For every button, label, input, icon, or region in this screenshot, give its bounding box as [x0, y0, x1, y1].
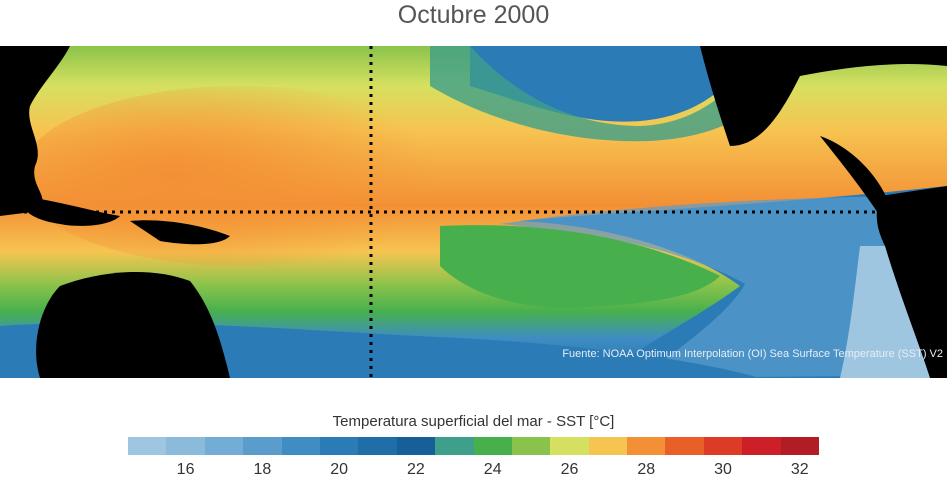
colorbar-tick-label: 30	[714, 461, 732, 478]
colorbar-tick-label: 24	[483, 461, 502, 478]
colorbar-swatch	[243, 437, 282, 455]
north-mid-region	[430, 46, 790, 142]
colorbar-swatch	[281, 437, 320, 455]
colorbar-swatch	[627, 437, 666, 455]
equatorial-mid-tongue	[500, 196, 940, 378]
colorbar-ticks: 16 18 20 22 24 26 28 30 32	[0, 461, 947, 481]
colorbar-label: Temperatura superficial del mar - SST [°…	[332, 413, 615, 430]
colorbar-tick-label: 22	[407, 461, 425, 478]
colorbar-swatch	[128, 437, 167, 455]
colorbar-swatch	[358, 437, 397, 455]
colorbar-swatch	[204, 437, 244, 455]
colorbar-tick-label: 20	[330, 461, 349, 478]
colorbar-swatch	[396, 437, 436, 455]
colorbar-swatch	[742, 437, 781, 455]
colorbar-swatch	[588, 437, 628, 455]
land-australia	[36, 271, 230, 378]
land-north-america	[700, 46, 947, 216]
green-tongue	[440, 225, 720, 308]
colorbar-tick-label: 26	[560, 461, 579, 478]
colorbar-swatch	[166, 437, 205, 455]
sst-map	[0, 46, 947, 378]
land-asia	[0, 46, 70, 216]
colorbar-swatch	[780, 437, 820, 455]
colorbar-swatch	[550, 437, 589, 455]
colorbar-tick-label: 18	[253, 461, 272, 478]
land-indonesia	[20, 196, 230, 245]
source-credit: Fuente: NOAA Optimum Interpolation (OI) …	[562, 348, 943, 360]
map-title: Octubre 2000	[397, 1, 550, 29]
warm-pool	[20, 86, 460, 266]
colorbar-swatch	[511, 437, 551, 455]
colorbar-tick-label: 16	[176, 461, 195, 478]
colorbar-swatch	[435, 437, 474, 455]
colorbar-swatch	[665, 437, 704, 455]
colorbar	[128, 437, 820, 455]
colorbar-tick-label: 28	[637, 461, 656, 478]
colorbar-swatch	[473, 437, 512, 455]
colorbar-tick-label: 32	[790, 461, 809, 478]
land-south-america	[876, 186, 947, 378]
colorbar-swatch	[703, 437, 743, 455]
colorbar-swatch	[319, 437, 359, 455]
